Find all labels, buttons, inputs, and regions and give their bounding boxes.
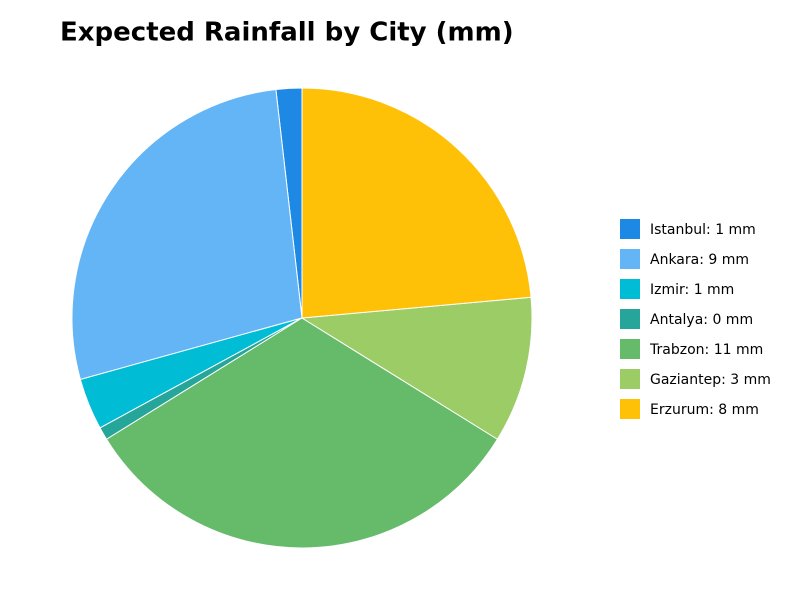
- legend-swatch: [620, 339, 640, 359]
- legend-value: 8 mm: [718, 402, 759, 418]
- legend-value: 1 mm: [715, 222, 756, 238]
- legend-label: Erzurum: 8 mm: [650, 402, 759, 418]
- pie-slice: [71, 88, 303, 381]
- legend-name: Erzurum: [650, 402, 709, 418]
- legend-label: Gaziantep: 3 mm: [650, 372, 771, 388]
- legend-value: 9 mm: [708, 252, 749, 268]
- legend-separator: :: [721, 372, 730, 388]
- legend-swatch: [620, 369, 640, 389]
- legend-name: Ankara: [650, 252, 699, 268]
- legend-label: Antalya: 0 mm: [650, 312, 753, 328]
- chart-title: Expected Rainfall by City (mm): [60, 18, 514, 48]
- legend-separator: :: [699, 252, 708, 268]
- legend-label: Izmir: 1 mm: [650, 282, 734, 298]
- pie-slice: [105, 317, 499, 549]
- legend-name: Izmir: [650, 282, 685, 298]
- legend-label: Trabzon: 11 mm: [649, 342, 763, 358]
- legend-name: Antalya: [650, 312, 703, 328]
- legend-swatch: [620, 219, 640, 239]
- legend-swatch: [620, 249, 640, 269]
- legend-swatch: [620, 279, 640, 299]
- legend-name: Gaziantep: [650, 372, 721, 388]
- legend-swatch: [620, 399, 640, 419]
- legend-value: 3 mm: [730, 372, 771, 388]
- legend-separator: :: [703, 312, 712, 328]
- pie-slice: [301, 87, 532, 319]
- legend-label: Istanbul: 1 mm: [650, 222, 756, 238]
- legend-label: Ankara: 9 mm: [650, 252, 749, 268]
- legend-value: 1 mm: [694, 282, 735, 298]
- legend-separator: :: [706, 222, 715, 238]
- legend-name: Istanbul: [650, 222, 706, 238]
- legend-separator: :: [685, 282, 694, 298]
- legend-value: 0 mm: [712, 312, 753, 328]
- legend-swatch: [620, 309, 640, 329]
- legend-separator: :: [709, 402, 718, 418]
- legend-value: 11 mm: [714, 342, 764, 358]
- legend-separator: :: [705, 342, 714, 358]
- pie-slice: [300, 296, 533, 440]
- legend-name: Trabzon: [649, 342, 705, 358]
